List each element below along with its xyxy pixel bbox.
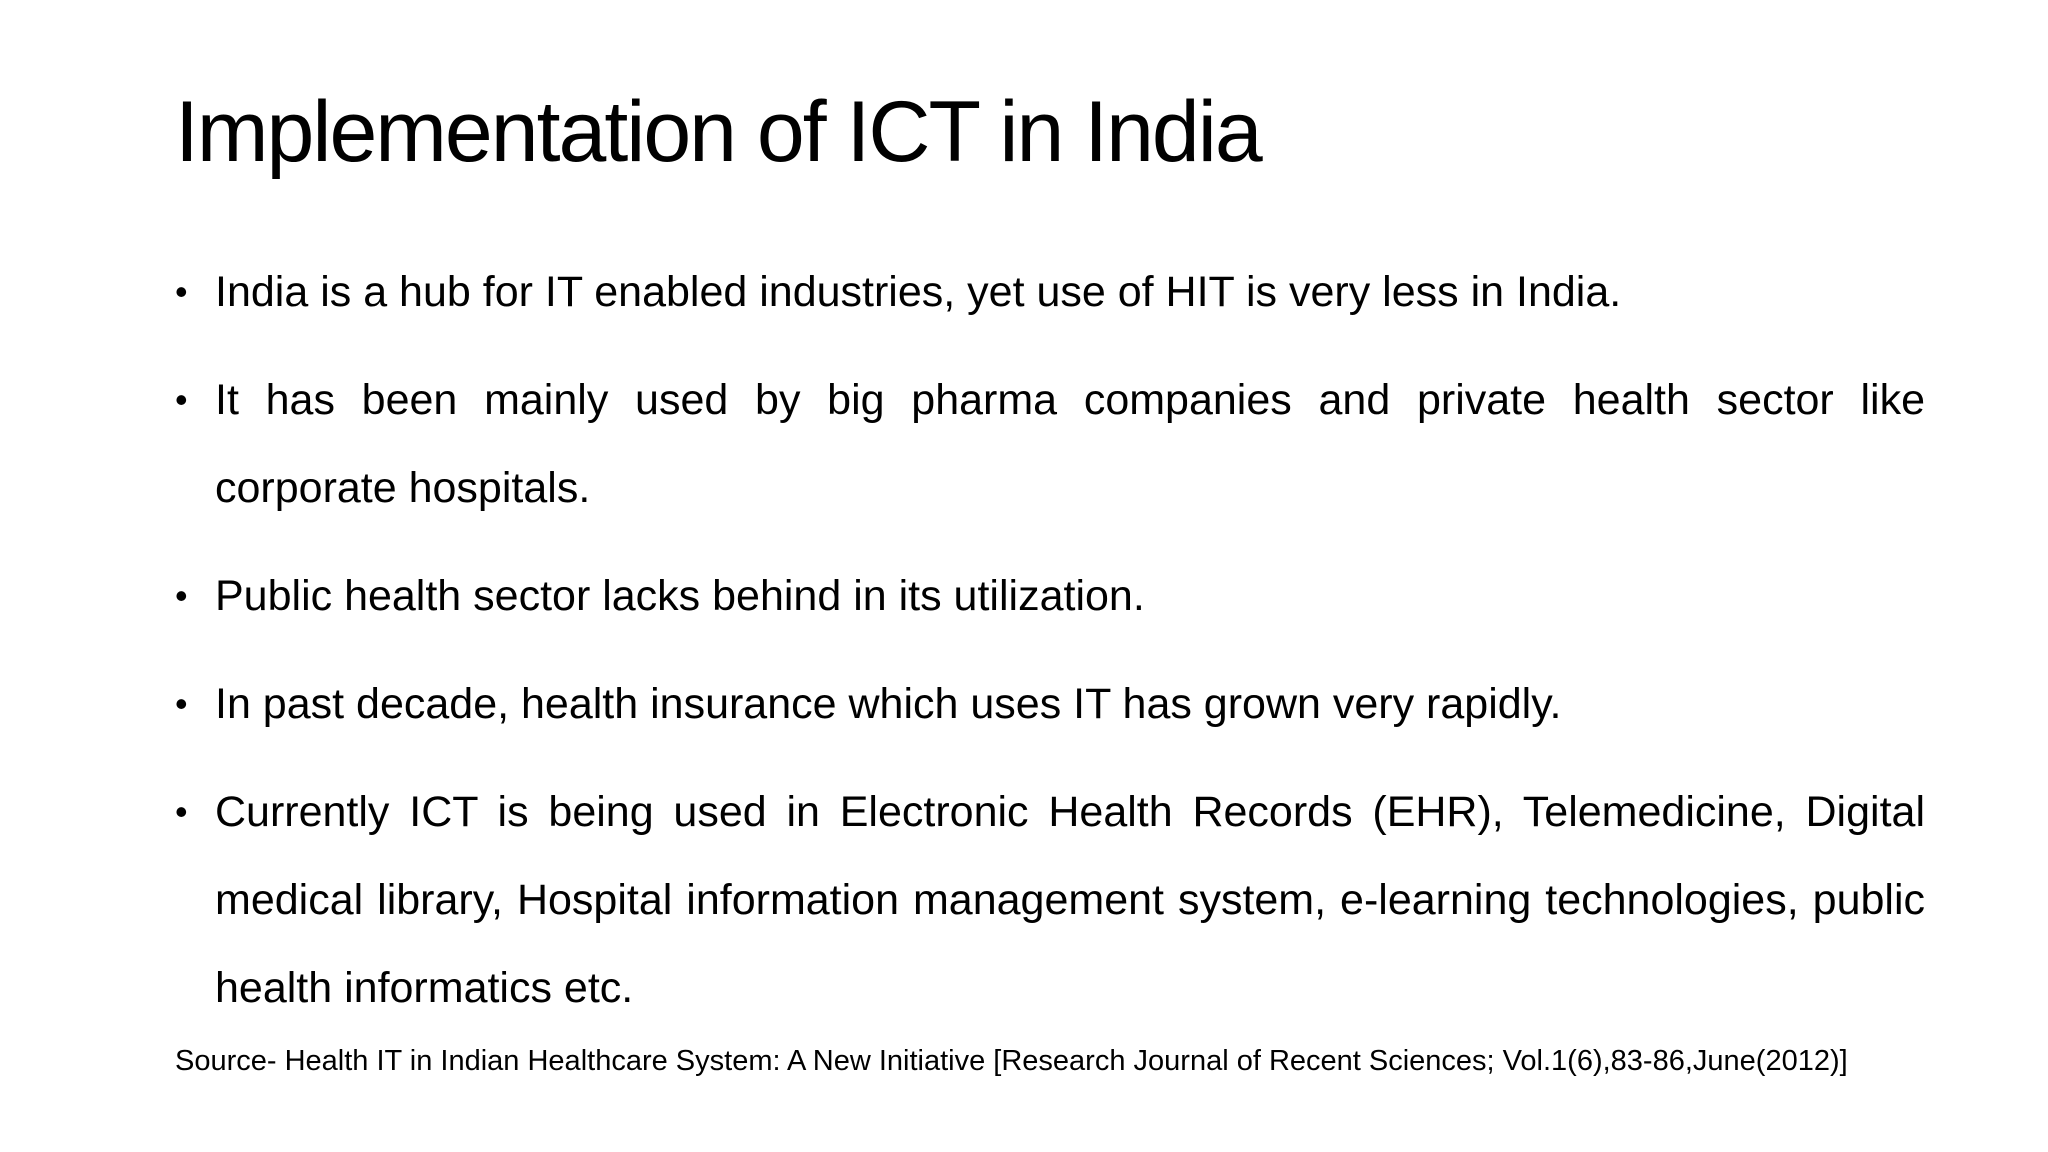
bullet-dot-icon: • bbox=[175, 271, 188, 312]
bullet-dot-icon: • bbox=[175, 791, 188, 832]
bullet-text: Public health sector lacks behind in its… bbox=[215, 572, 1145, 620]
bullet-item: • It has been mainly used by big pharma … bbox=[175, 356, 1925, 532]
slide-title: Implementation of ICT in India bbox=[175, 84, 1263, 180]
bullet-item: • Public health sector lacks behind in i… bbox=[175, 552, 1925, 640]
bullet-item: • In past decade, health insurance which… bbox=[175, 660, 1925, 748]
bullet-text: India is a hub for IT enabled industries… bbox=[215, 268, 1622, 316]
bullet-text: Currently ICT is being used in Electroni… bbox=[215, 788, 1925, 1012]
bullet-text: It has been mainly used by big pharma co… bbox=[215, 376, 1925, 512]
bullet-item: • Currently ICT is being used in Electro… bbox=[175, 768, 1925, 1032]
bullet-dot-icon: • bbox=[175, 575, 188, 616]
bullet-item: • India is a hub for IT enabled industri… bbox=[175, 248, 1925, 336]
bullet-dot-icon: • bbox=[175, 379, 188, 420]
bullet-dot-icon: • bbox=[175, 683, 188, 724]
bullet-list: • India is a hub for IT enabled industri… bbox=[175, 248, 1925, 1052]
bullet-text: In past decade, health insurance which u… bbox=[215, 680, 1562, 728]
source-citation: Source- Health IT in Indian Healthcare S… bbox=[175, 1045, 1848, 1077]
